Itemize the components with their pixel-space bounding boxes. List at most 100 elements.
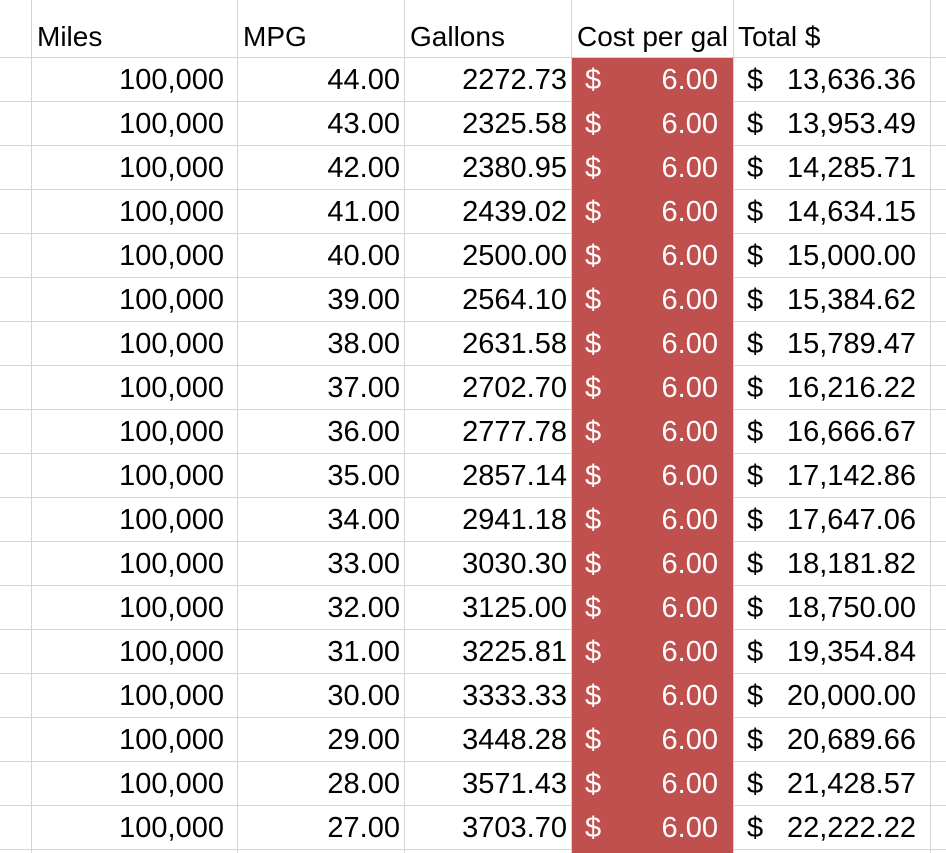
cell-total[interactable]: 15,789.47: [786, 328, 916, 360]
cell-cost-per-gal[interactable]: 6.00: [661, 284, 718, 316]
cell-mpg[interactable]: 42.00: [327, 152, 400, 184]
cell-gallons[interactable]: 2325.58: [462, 108, 567, 140]
cell-total[interactable]: 21,428.57: [786, 768, 916, 800]
cell-mpg[interactable]: 28.00: [327, 768, 400, 800]
cell-total[interactable]: 16,666.67: [786, 416, 916, 448]
cell-cost-per-gal[interactable]: 6.00: [661, 768, 718, 800]
header-cost-per-gal[interactable]: Cost per gal: [577, 21, 728, 52]
cell-miles[interactable]: 100,000: [119, 460, 224, 492]
cell-total[interactable]: 14,285.71: [786, 152, 916, 184]
cell-mpg[interactable]: 34.00: [327, 504, 400, 536]
cell-cost-per-gal[interactable]: 6.00: [661, 724, 718, 756]
cell-cost-per-gal[interactable]: 6.00: [661, 372, 718, 404]
cell-total[interactable]: 22,222.22: [786, 812, 916, 844]
cell-total[interactable]: 13,636.36: [786, 64, 916, 96]
cell-gallons[interactable]: 2439.02: [462, 196, 567, 228]
cell-cost-currency[interactable]: $: [585, 680, 602, 712]
cell-mpg[interactable]: 27.00: [327, 812, 400, 844]
cell-total-currency[interactable]: $: [747, 636, 764, 668]
cell-mpg[interactable]: 32.00: [327, 592, 400, 624]
cell-total-currency[interactable]: $: [747, 416, 764, 448]
cell-miles[interactable]: 100,000: [119, 416, 224, 448]
cell-mpg[interactable]: 31.00: [327, 636, 400, 668]
cell-gallons[interactable]: 2777.78: [462, 416, 567, 448]
cell-mpg[interactable]: 44.00: [327, 64, 400, 96]
cell-cost-currency[interactable]: $: [585, 240, 602, 272]
cell-mpg[interactable]: 39.00: [327, 284, 400, 316]
cell-total-currency[interactable]: $: [747, 284, 764, 316]
cell-cost-currency[interactable]: $: [585, 64, 602, 96]
cell-gallons[interactable]: 2631.58: [462, 328, 567, 360]
cell-miles[interactable]: 100,000: [119, 284, 224, 316]
cell-mpg[interactable]: 41.00: [327, 196, 400, 228]
cell-cost-currency[interactable]: $: [585, 504, 602, 536]
header-mpg[interactable]: MPG: [243, 21, 307, 52]
cell-miles[interactable]: 100,000: [119, 152, 224, 184]
cell-cost-currency[interactable]: $: [585, 812, 602, 844]
cell-mpg[interactable]: 38.00: [327, 328, 400, 360]
cell-cost-currency[interactable]: $: [585, 768, 602, 800]
cell-total[interactable]: 16,216.22: [786, 372, 916, 404]
cell-miles[interactable]: 100,000: [119, 812, 224, 844]
cell-cost-per-gal[interactable]: 6.00: [661, 196, 718, 228]
cell-mpg[interactable]: 40.00: [327, 240, 400, 272]
cell-total[interactable]: 19,354.84: [786, 636, 916, 668]
cell-cost-per-gal[interactable]: 6.00: [661, 636, 718, 668]
cell-total-currency[interactable]: $: [747, 592, 764, 624]
header-miles[interactable]: Miles: [37, 21, 103, 52]
cell-total[interactable]: 18,181.82: [786, 548, 916, 580]
cell-gallons[interactable]: 2941.18: [462, 504, 567, 536]
cell-cost-currency[interactable]: $: [585, 372, 602, 404]
cell-miles[interactable]: 100,000: [119, 768, 224, 800]
cell-miles[interactable]: 100,000: [119, 724, 224, 756]
cell-total[interactable]: 20,000.00: [786, 680, 916, 712]
cell-total-currency[interactable]: $: [747, 724, 764, 756]
cell-cost-per-gal[interactable]: 6.00: [661, 152, 718, 184]
cell-total-currency[interactable]: $: [747, 152, 764, 184]
cell-cost-currency[interactable]: $: [585, 328, 602, 360]
cell-total-currency[interactable]: $: [747, 460, 764, 492]
cell-total-currency[interactable]: $: [747, 680, 764, 712]
cell-gallons[interactable]: 2380.95: [462, 152, 567, 184]
cell-cost-currency[interactable]: $: [585, 460, 602, 492]
cell-cost-per-gal[interactable]: 6.00: [661, 416, 718, 448]
cell-gallons[interactable]: 2564.10: [462, 284, 567, 316]
cell-total-currency[interactable]: $: [747, 548, 764, 580]
cell-cost-currency[interactable]: $: [585, 196, 602, 228]
cell-total-currency[interactable]: $: [747, 108, 764, 140]
cell-cost-currency[interactable]: $: [585, 592, 602, 624]
cell-cost-per-gal[interactable]: 6.00: [661, 328, 718, 360]
cell-total-currency[interactable]: $: [747, 812, 764, 844]
cell-cost-per-gal[interactable]: 6.00: [661, 64, 718, 96]
cell-miles[interactable]: 100,000: [119, 680, 224, 712]
cell-gallons[interactable]: 2702.70: [462, 372, 567, 404]
header-total[interactable]: Total $: [738, 21, 821, 52]
cell-cost-per-gal[interactable]: 6.00: [661, 592, 718, 624]
cell-total[interactable]: 14,634.15: [786, 196, 916, 228]
cell-miles[interactable]: 100,000: [119, 372, 224, 404]
cell-total-currency[interactable]: $: [747, 328, 764, 360]
cell-miles[interactable]: 100,000: [119, 240, 224, 272]
cell-mpg[interactable]: 30.00: [327, 680, 400, 712]
cell-mpg[interactable]: 43.00: [327, 108, 400, 140]
cell-gallons[interactable]: 3333.33: [462, 680, 567, 712]
cell-miles[interactable]: 100,000: [119, 196, 224, 228]
cell-total-currency[interactable]: $: [747, 504, 764, 536]
cell-total-currency[interactable]: $: [747, 196, 764, 228]
cell-total[interactable]: 17,142.86: [786, 460, 916, 492]
cell-total-currency[interactable]: $: [747, 372, 764, 404]
cell-miles[interactable]: 100,000: [119, 548, 224, 580]
header-gallons[interactable]: Gallons: [410, 21, 505, 52]
cell-gallons[interactable]: 3125.00: [462, 592, 567, 624]
cell-cost-currency[interactable]: $: [585, 416, 602, 448]
cell-gallons[interactable]: 3571.43: [462, 768, 567, 800]
cell-total[interactable]: 18,750.00: [786, 592, 916, 624]
cell-cost-currency[interactable]: $: [585, 284, 602, 316]
cell-miles[interactable]: 100,000: [119, 64, 224, 96]
cell-gallons[interactable]: 3703.70: [462, 812, 567, 844]
cell-miles[interactable]: 100,000: [119, 504, 224, 536]
cell-cost-per-gal[interactable]: 6.00: [661, 240, 718, 272]
cell-mpg[interactable]: 33.00: [327, 548, 400, 580]
cell-total-currency[interactable]: $: [747, 768, 764, 800]
cell-total[interactable]: 17,647.06: [786, 504, 916, 536]
